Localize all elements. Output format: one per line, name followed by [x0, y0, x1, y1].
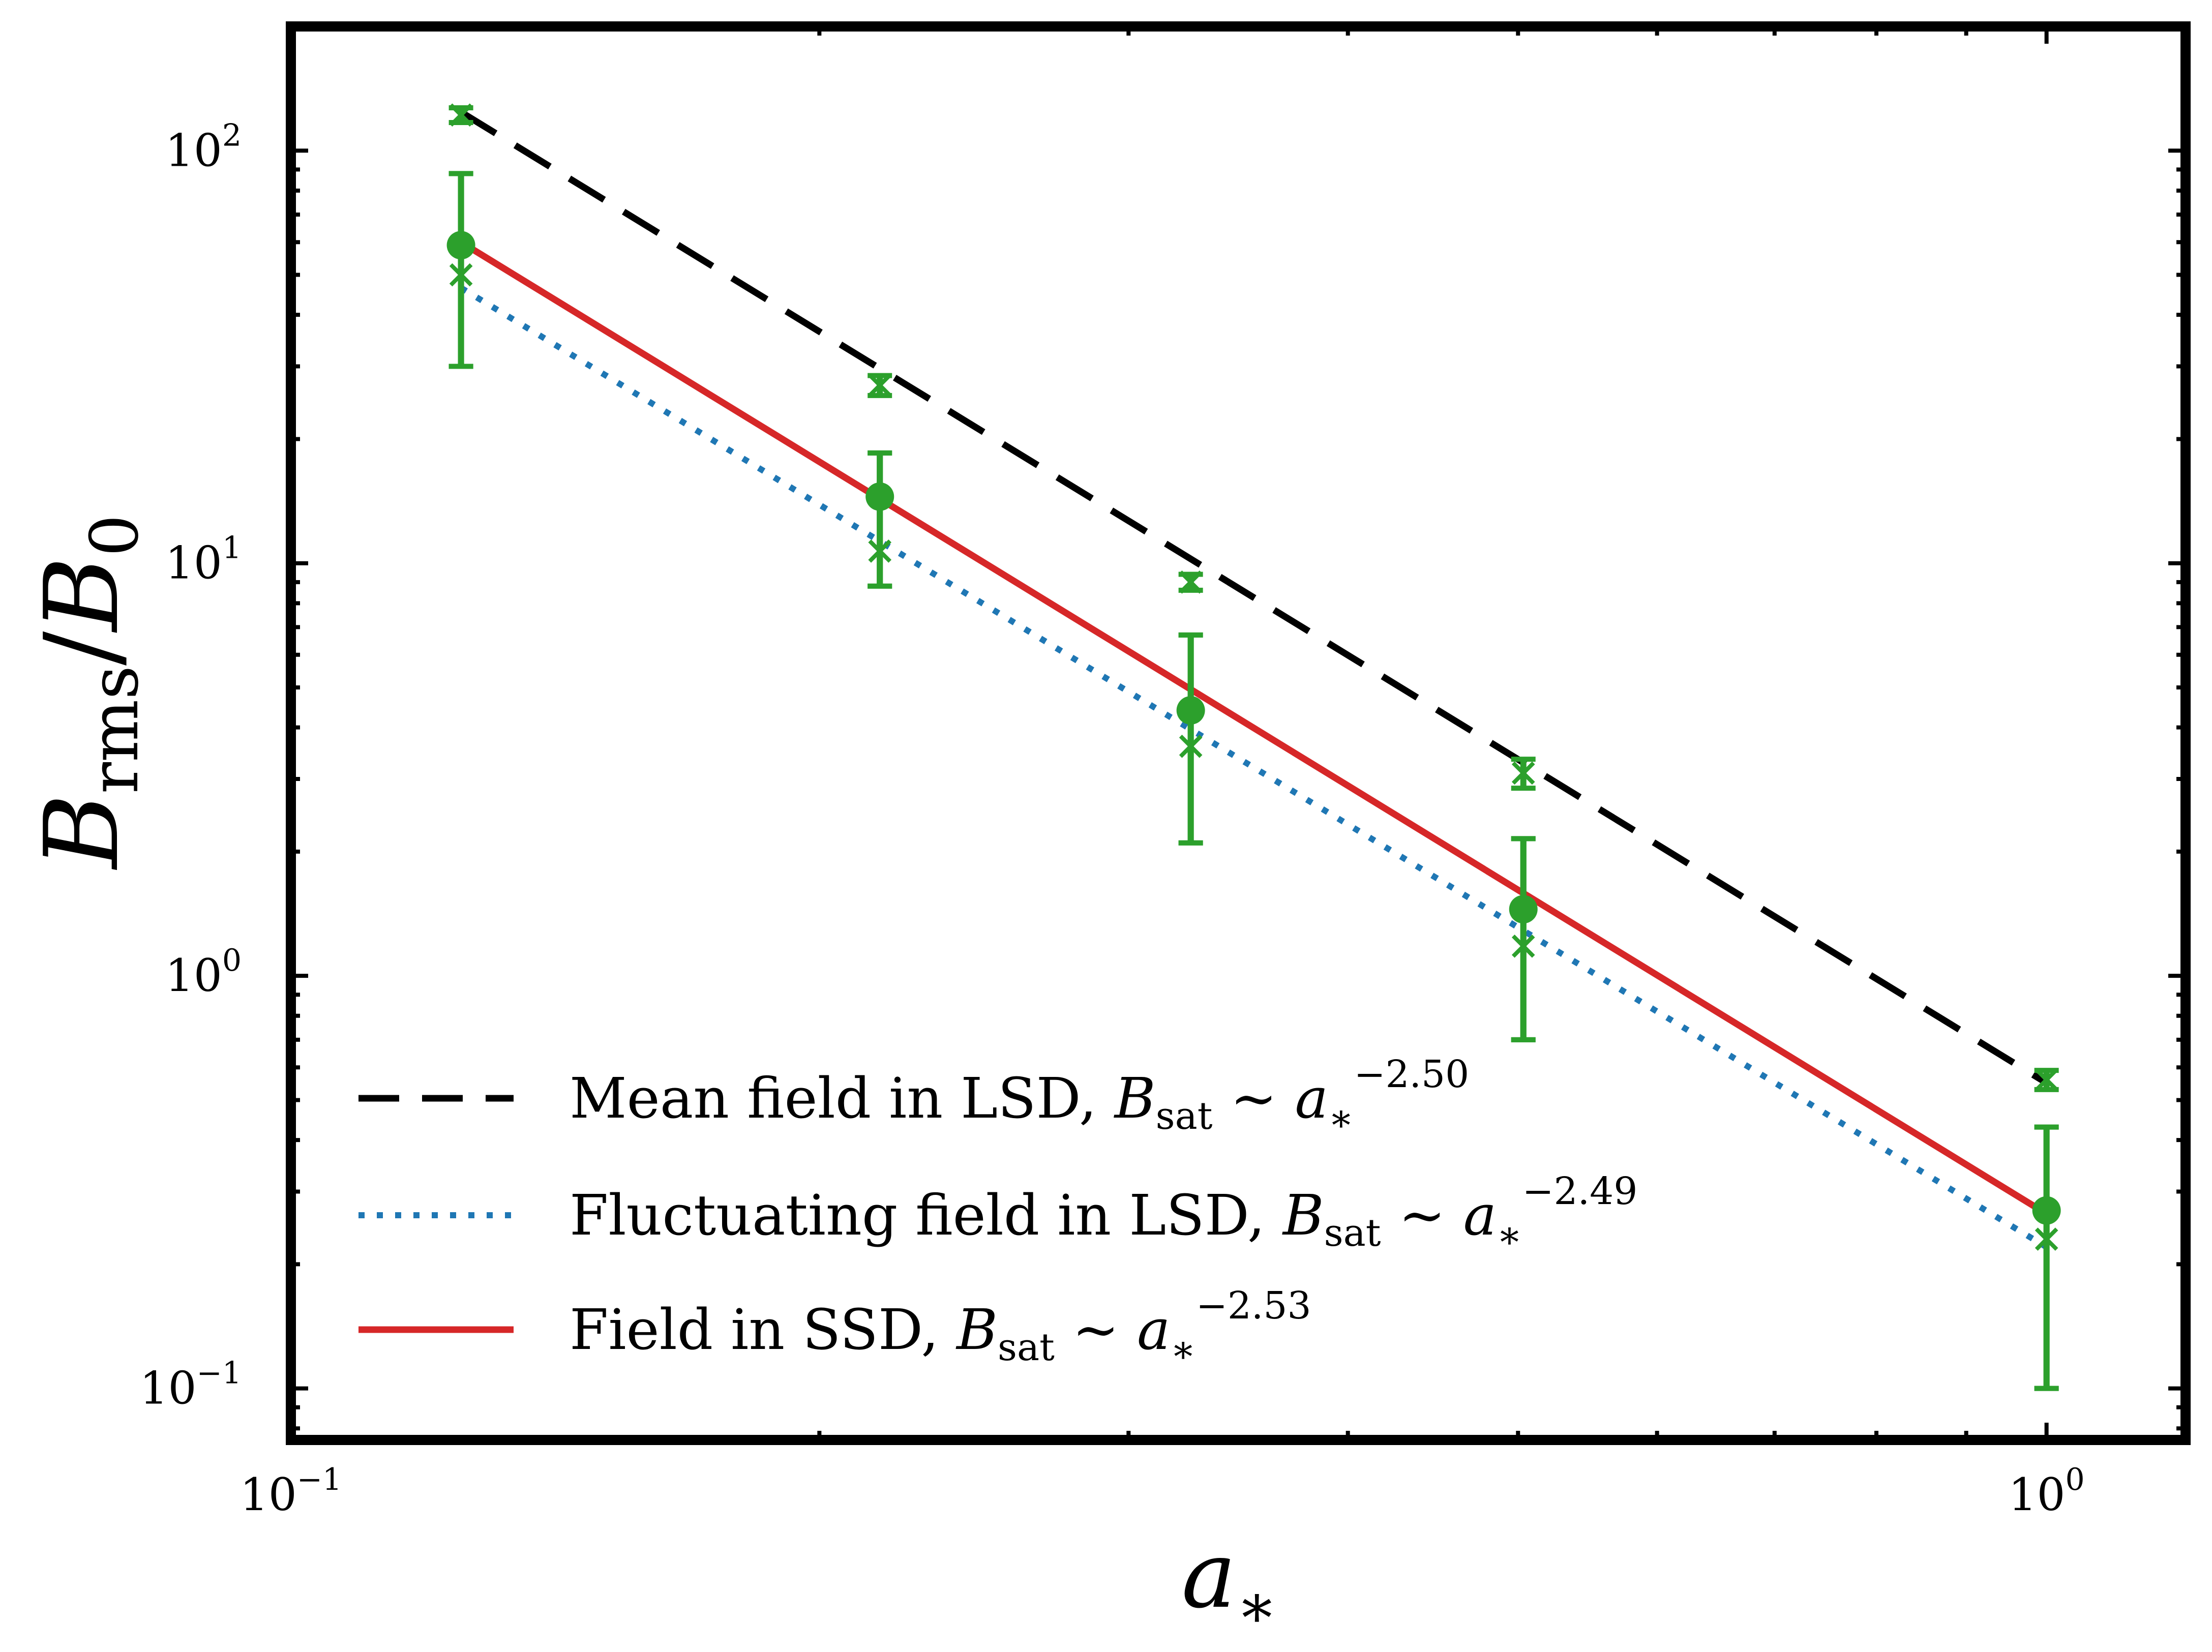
data-point [2035, 1068, 2058, 1092]
data-point [1176, 696, 1205, 725]
legend-label: Mean field in LSD, Bsat ∼ a∗−2.50 [570, 1053, 1469, 1140]
y-tick-label: 10−1 [140, 1356, 242, 1415]
tick-labels: 10−1 100 10−1 100 101 102 [140, 117, 2085, 1521]
plot-frame [286, 21, 2191, 1445]
y-tick-label: 102 [165, 117, 242, 176]
legend: Mean field in LSD, Bsat ∼ a∗−2.50 Fluctua… [358, 1053, 1637, 1371]
fit-lines [459, 109, 2049, 1250]
data-point [2032, 1196, 2061, 1225]
x-tick-label: 100 [2009, 1462, 2085, 1521]
data-point [1509, 895, 1538, 924]
fit-line [459, 239, 2049, 1217]
x-tick-label: 10−1 [240, 1462, 342, 1521]
data-point [865, 482, 894, 511]
data-point [1179, 570, 1203, 594]
legend-label: Fluctuating field in LSD, Bsat ∼ a∗−2.49 [570, 1169, 1637, 1257]
data-markers [446, 103, 2061, 1391]
y-tick-label: 101 [165, 530, 242, 589]
y-axis-label: Brms/B0 [23, 515, 153, 870]
data-point [1511, 761, 1535, 785]
data-point [868, 373, 892, 397]
data-point [449, 103, 473, 127]
legend-label: Field in SSD, Bsat ∼ a∗−2.53 [570, 1284, 1311, 1371]
fit-line [459, 109, 2049, 1086]
y-tick-label: 100 [165, 943, 242, 1002]
data-point [446, 231, 475, 260]
